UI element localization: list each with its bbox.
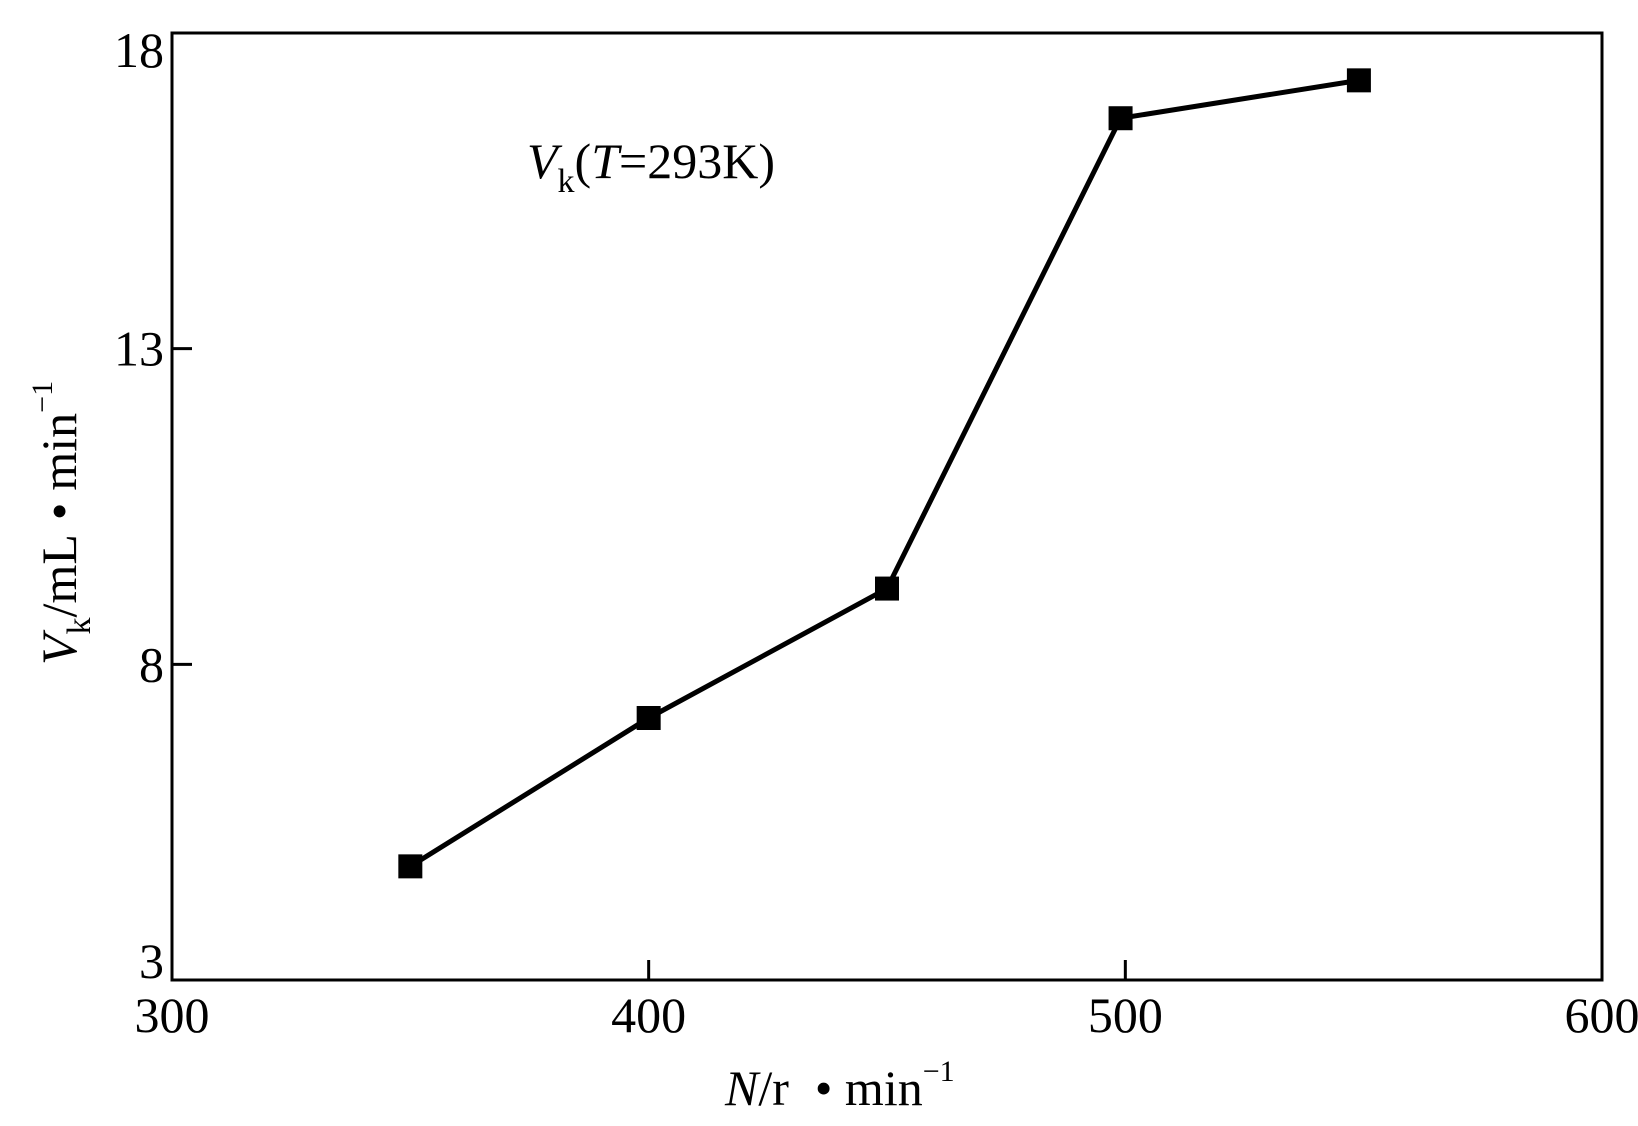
x-tick-label: 400: [611, 987, 686, 1043]
y-ticks: 3 8 13 18: [114, 22, 192, 989]
y-tick-label: 3: [139, 933, 164, 989]
x-ticks: 300 400 500 600: [135, 960, 1638, 1043]
data-point: [1346, 68, 1371, 93]
x-axis-title: N/r • min−1: [724, 1055, 955, 1116]
data-point: [636, 705, 661, 730]
data-point: [875, 576, 899, 601]
y-tick-label: 13: [114, 321, 164, 377]
y-axis-title: Vk/mL•min−1: [26, 381, 98, 665]
x-tick-label: 600: [1565, 987, 1638, 1043]
x-tick-label: 500: [1088, 987, 1163, 1043]
x-tick-label: 300: [135, 987, 210, 1043]
series-line: [409, 77, 1360, 869]
data-point: [398, 854, 423, 879]
annotation-label: Vk(T=293K): [527, 133, 775, 200]
data-point: [1108, 106, 1133, 131]
data-markers: [398, 68, 1371, 879]
plot-frame: [170, 31, 1604, 982]
y-tick-label: 8: [139, 636, 164, 692]
y-tick-label: 18: [114, 22, 164, 78]
